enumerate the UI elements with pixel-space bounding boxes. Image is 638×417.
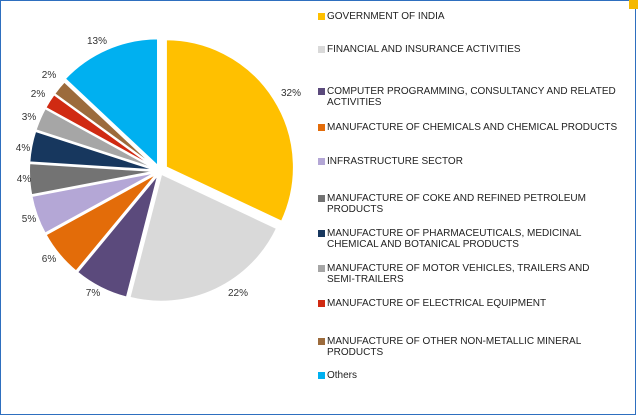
legend-swatch: [318, 124, 325, 131]
legend-label: MANUFACTURE OF MOTOR VEHICLES, TRAILERS …: [327, 263, 590, 285]
legend-item-10: MANUFACTURE OF OTHER NON-METALLIC MINERA…: [318, 336, 618, 358]
legend-label: FINANCIAL AND INSURANCE ACTIVITIES: [327, 44, 521, 55]
slice-label-8: 3%: [22, 112, 37, 123]
legend-swatch: [318, 158, 325, 165]
pie-slice-3: [75, 173, 160, 299]
legend-swatch: [318, 88, 325, 95]
legend-item-7: MANUFACTURE OF PHARMACEUTICALS, MEDICINA…: [318, 228, 618, 250]
pie-labels: 32% 22% 7% 6% 5% 4% 4% 3% 2% 2% 13%: [16, 36, 301, 299]
legend-swatch: [318, 230, 325, 237]
slice-label-7: 4%: [16, 143, 31, 154]
legend-item-11: Others: [318, 370, 618, 381]
legend-item-1: GOVERNMENT OF INDIA: [318, 11, 618, 22]
legend-label: Others: [327, 370, 358, 381]
pie-slice-2: [128, 172, 279, 303]
pie-slice-4: [44, 172, 159, 273]
slice-label-10: 2%: [42, 70, 57, 81]
pie-slice-1: [164, 38, 295, 224]
slice-label-9: 2%: [31, 89, 46, 100]
slice-label-2: 22%: [228, 288, 248, 299]
legend-item-3: COMPUTER PROGRAMMING, CONSULTANCY AND RE…: [318, 86, 618, 108]
slice-label-5: 5%: [22, 214, 37, 225]
legend-label: COMPUTER PROGRAMMING, CONSULTANCY AND RE…: [327, 86, 616, 108]
slice-label-6: 4%: [17, 174, 32, 185]
legend-item-2: FINANCIAL AND INSURANCE ACTIVITIES: [318, 44, 618, 55]
legend-swatch: [318, 338, 325, 345]
legend-swatch: [318, 265, 325, 272]
legend-swatch: [318, 300, 325, 307]
legend-label: MANUFACTURE OF PHARMACEUTICALS, MEDICINA…: [327, 228, 582, 250]
pie-slices: [28, 37, 295, 303]
legend-label: MANUFACTURE OF OTHER NON-METALLIC MINERA…: [327, 336, 581, 358]
slice-label-11: 13%: [87, 36, 107, 47]
legend-label: MANUFACTURE OF COKE AND REFINED PETROLEU…: [327, 193, 586, 215]
legend-label: MANUFACTURE OF ELECTRICAL EQUIPMENT: [327, 298, 547, 309]
legend-label: INFRASTRUCTURE SECTOR: [327, 156, 463, 167]
legend-swatch: [318, 46, 325, 53]
legend-item-8: MANUFACTURE OF MOTOR VEHICLES, TRAILERS …: [318, 263, 618, 285]
legend: GOVERNMENT OF INDIA FINANCIAL AND INSURAN…: [318, 0, 630, 415]
pie-slice-10: [52, 80, 159, 170]
pie-slice-11: [63, 37, 160, 169]
legend-item-6: MANUFACTURE OF COKE AND REFINED PETROLEU…: [318, 193, 618, 215]
legend-item-9: MANUFACTURE OF ELECTRICAL EQUIPMENT: [318, 298, 618, 309]
legend-swatch: [318, 372, 325, 379]
slice-label-3: 7%: [86, 288, 101, 299]
slice-label-1: 32%: [281, 88, 301, 99]
legend-item-5: INFRASTRUCTURE SECTOR: [318, 156, 618, 167]
corner-accent: [629, 0, 638, 9]
legend-swatch: [318, 195, 325, 202]
legend-swatch: [318, 13, 325, 20]
legend-label: MANUFACTURE OF CHEMICALS AND CHEMICAL PR…: [327, 122, 618, 133]
legend-item-4: MANUFACTURE OF CHEMICALS AND CHEMICAL PR…: [318, 122, 618, 133]
legend-label: GOVERNMENT OF INDIA: [327, 11, 445, 22]
slice-label-4: 6%: [42, 254, 57, 265]
